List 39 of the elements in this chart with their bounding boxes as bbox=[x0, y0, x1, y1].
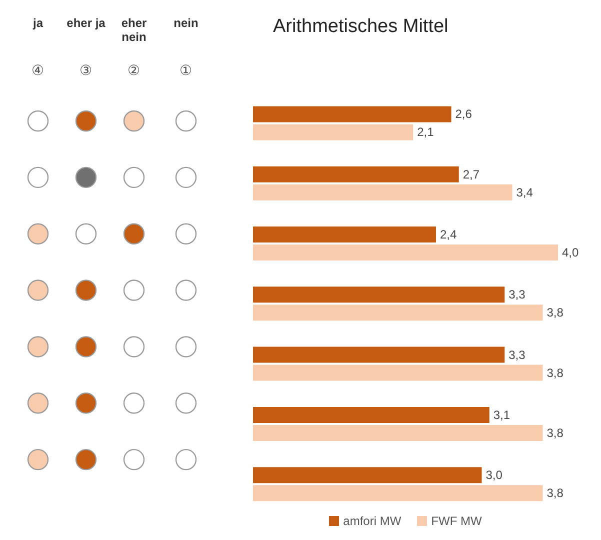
data-label: 3,4 bbox=[516, 185, 534, 200]
text: eher nein bbox=[120, 16, 148, 44]
data-label: 3,3 bbox=[508, 288, 526, 302]
bar bbox=[253, 485, 543, 502]
bar bbox=[253, 244, 558, 261]
text: nein bbox=[172, 16, 200, 30]
bar bbox=[253, 106, 452, 122]
data-label: 3,8 bbox=[546, 366, 564, 380]
text: ② bbox=[126, 62, 142, 78]
bar bbox=[253, 304, 543, 321]
bar bbox=[253, 364, 543, 381]
data-label: 3,8 bbox=[546, 426, 564, 440]
data-label: 3,8 bbox=[546, 306, 564, 320]
bar bbox=[253, 166, 459, 182]
data-label: 2,1 bbox=[417, 125, 434, 140]
bar bbox=[253, 467, 482, 484]
bar bbox=[253, 226, 436, 243]
bar bbox=[253, 406, 490, 423]
text: ③ bbox=[78, 62, 94, 78]
text: eher ja bbox=[66, 16, 106, 30]
bar bbox=[253, 124, 414, 140]
data-label: 3,1 bbox=[493, 408, 510, 422]
text: ④ bbox=[30, 62, 46, 78]
data-label: 3,8 bbox=[546, 486, 564, 500]
bar bbox=[253, 184, 512, 200]
bar bbox=[253, 424, 543, 441]
data-label: 2,4 bbox=[440, 228, 458, 242]
text: ① bbox=[178, 62, 194, 78]
text: ja bbox=[32, 16, 44, 30]
legend-label: amfori MW bbox=[342, 514, 402, 528]
data-label: 3,0 bbox=[486, 468, 503, 482]
legend-label: FWF MW bbox=[430, 514, 482, 528]
data-label: 2,7 bbox=[462, 167, 480, 182]
bar bbox=[253, 286, 505, 303]
chart-title: Arithmetisches Mittel bbox=[273, 16, 448, 38]
data-label: 2,6 bbox=[455, 107, 472, 122]
bar bbox=[253, 346, 505, 363]
data-label: 3,3 bbox=[508, 348, 526, 362]
data-label: 4,0 bbox=[562, 246, 580, 260]
